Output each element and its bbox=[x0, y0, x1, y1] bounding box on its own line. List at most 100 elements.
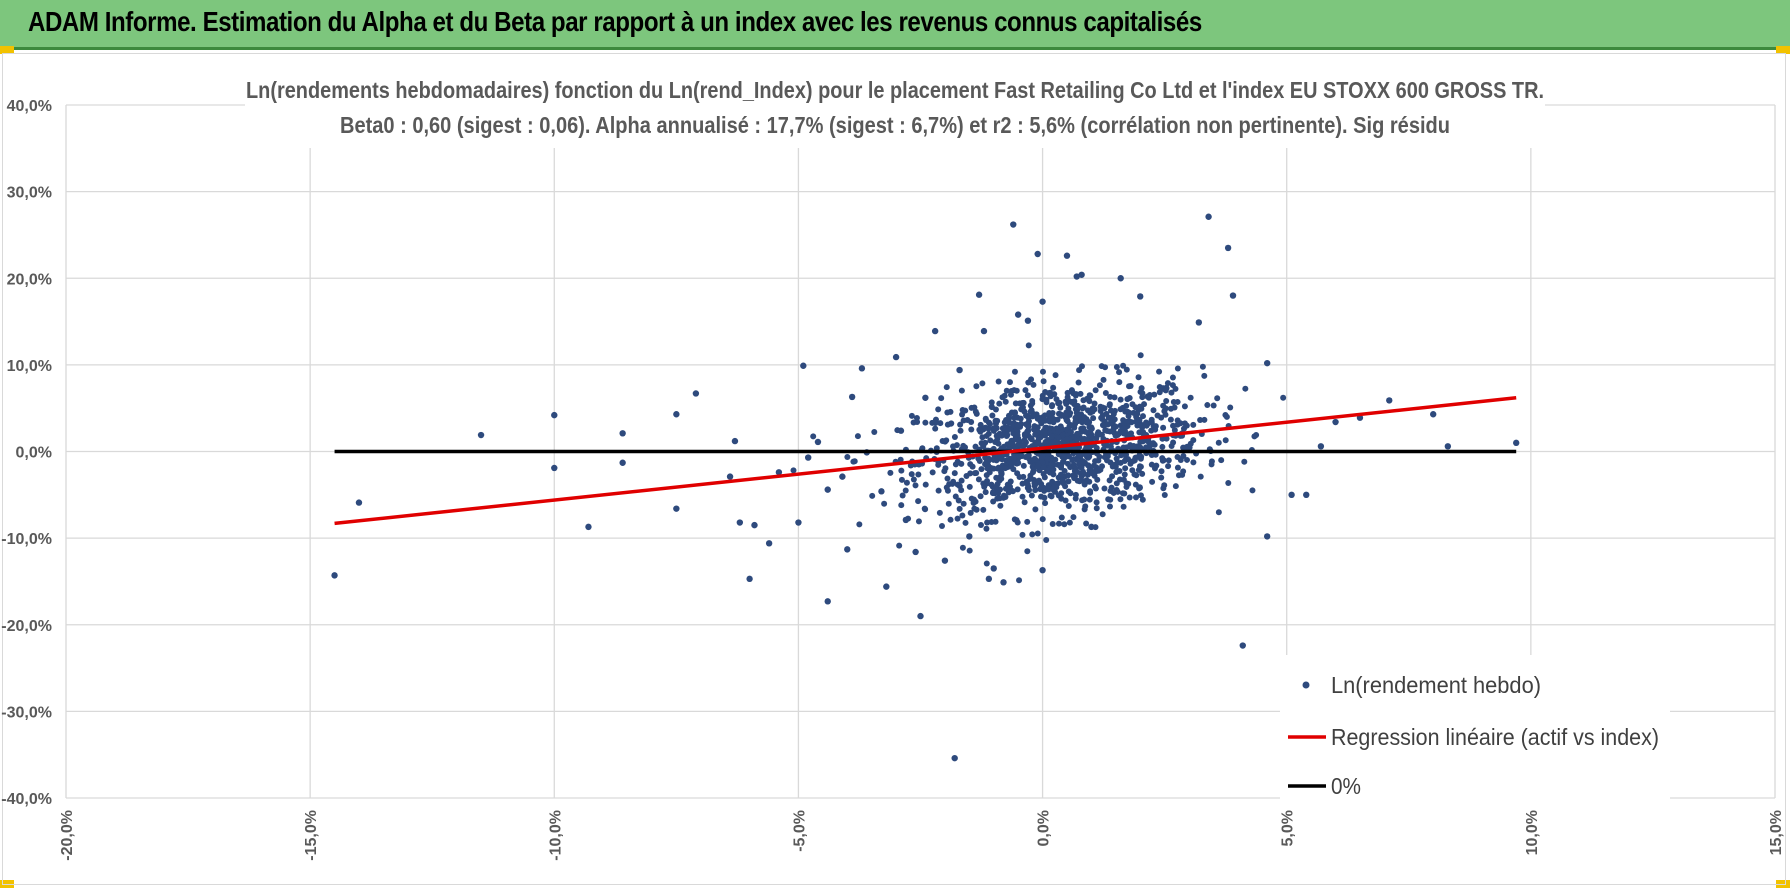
data-point bbox=[1127, 383, 1134, 390]
data-point bbox=[936, 509, 943, 516]
x-tick-label: 15,0% bbox=[1768, 810, 1785, 855]
data-point bbox=[1125, 480, 1132, 487]
data-point bbox=[1139, 424, 1146, 431]
data-point bbox=[1044, 455, 1051, 462]
data-point bbox=[1051, 481, 1058, 488]
data-point bbox=[1039, 566, 1046, 574]
data-point bbox=[958, 487, 965, 494]
data-point bbox=[1035, 477, 1042, 484]
data-point bbox=[1012, 436, 1019, 443]
data-point bbox=[1127, 460, 1134, 467]
data-point bbox=[1035, 440, 1042, 447]
x-tick-label: -20,0% bbox=[59, 810, 76, 861]
data-point bbox=[1096, 382, 1103, 389]
data-point bbox=[1063, 416, 1070, 423]
data-point bbox=[1067, 429, 1074, 436]
data-point bbox=[551, 411, 558, 419]
x-tick-labels: -20,0% -15,0% -10,0% -5,0% 0,0% 5,0% 10,0% 15,0… bbox=[59, 810, 1785, 861]
data-point bbox=[1137, 438, 1144, 445]
data-point bbox=[775, 469, 783, 476]
data-point bbox=[1107, 407, 1114, 414]
data-point bbox=[1109, 419, 1116, 426]
data-point bbox=[1055, 520, 1062, 527]
data-point bbox=[1218, 457, 1225, 464]
data-point bbox=[1048, 433, 1055, 440]
data-point bbox=[982, 415, 989, 422]
data-point bbox=[1039, 516, 1046, 523]
data-point bbox=[1056, 399, 1063, 406]
data-point bbox=[943, 384, 950, 391]
data-point bbox=[1064, 436, 1071, 443]
data-point bbox=[1093, 505, 1100, 512]
data-point bbox=[959, 544, 966, 551]
data-point bbox=[1158, 468, 1165, 475]
x-tick-label: -5,0% bbox=[791, 810, 808, 852]
data-point bbox=[1195, 319, 1203, 326]
data-point bbox=[983, 525, 990, 532]
data-point bbox=[1024, 548, 1031, 555]
data-point bbox=[1137, 352, 1144, 359]
data-point bbox=[1151, 391, 1158, 398]
banner-corner-left bbox=[0, 46, 14, 54]
data-point bbox=[983, 560, 990, 567]
y-tick-label: -40,0% bbox=[1, 791, 52, 808]
data-point bbox=[952, 461, 959, 468]
data-point bbox=[1007, 391, 1014, 398]
data-point bbox=[1113, 468, 1120, 475]
data-point bbox=[945, 500, 952, 507]
data-point bbox=[1215, 439, 1222, 446]
data-point bbox=[1072, 491, 1079, 498]
data-point bbox=[1058, 495, 1065, 502]
data-point bbox=[1127, 443, 1134, 450]
data-point bbox=[959, 411, 966, 418]
data-point bbox=[985, 575, 993, 583]
data-point bbox=[1073, 391, 1080, 398]
data-point bbox=[1022, 387, 1029, 394]
y-tick-label: -30,0% bbox=[1, 704, 52, 721]
data-point bbox=[1024, 392, 1031, 399]
data-point bbox=[1081, 506, 1088, 513]
data-point bbox=[1016, 577, 1023, 584]
data-point bbox=[1039, 298, 1046, 305]
data-point bbox=[1061, 454, 1068, 461]
data-point bbox=[1037, 434, 1044, 441]
data-point bbox=[990, 565, 997, 572]
data-point bbox=[1132, 454, 1139, 461]
data-point bbox=[915, 498, 922, 505]
x-tick-label: 0,0% bbox=[1036, 810, 1053, 846]
data-point bbox=[1013, 421, 1020, 428]
data-point bbox=[1112, 423, 1119, 430]
data-point bbox=[1075, 379, 1082, 386]
data-point bbox=[1019, 493, 1026, 500]
data-point bbox=[1121, 424, 1128, 431]
data-point bbox=[1078, 425, 1085, 432]
data-point bbox=[1161, 492, 1168, 499]
data-point bbox=[1158, 474, 1165, 481]
data-point bbox=[1182, 444, 1189, 451]
data-point bbox=[1152, 423, 1159, 430]
data-point bbox=[1024, 518, 1031, 525]
data-point bbox=[967, 509, 974, 516]
data-point bbox=[1014, 311, 1022, 318]
data-point bbox=[1249, 487, 1256, 494]
legend-label: 0% bbox=[1331, 773, 1361, 799]
data-point bbox=[951, 434, 958, 441]
data-point bbox=[1063, 400, 1070, 407]
data-point bbox=[355, 499, 363, 506]
data-point bbox=[1045, 437, 1052, 444]
data-point bbox=[988, 403, 995, 410]
data-point bbox=[1156, 383, 1163, 390]
data-point bbox=[932, 425, 939, 432]
data-point bbox=[1021, 431, 1028, 438]
data-point bbox=[963, 472, 970, 479]
data-point bbox=[960, 500, 967, 507]
data-point bbox=[1116, 369, 1123, 376]
data-point bbox=[969, 463, 976, 470]
data-point bbox=[981, 483, 988, 490]
data-point bbox=[954, 481, 961, 488]
data-point bbox=[987, 437, 994, 444]
data-point bbox=[1065, 478, 1072, 485]
data-point bbox=[1089, 408, 1096, 415]
data-point bbox=[1119, 404, 1126, 411]
